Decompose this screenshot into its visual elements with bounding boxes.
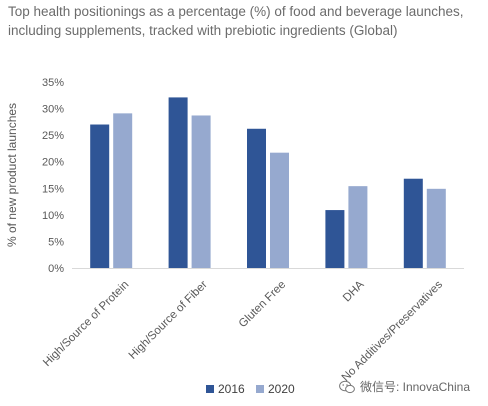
bar-2020-3 (270, 152, 289, 268)
y-tick-label: 5% (48, 236, 64, 248)
bar-2016-1 (90, 124, 110, 268)
bar-2020-5 (426, 188, 446, 268)
watermark: 微信号: InnovaChina (339, 378, 470, 395)
legend-label-2016: 2016 (218, 382, 245, 396)
y-tick-label: 35% (42, 77, 64, 89)
legend-swatch-2016 (206, 385, 214, 393)
y-tick-label: 10% (42, 210, 64, 222)
bar-2020-1 (113, 113, 133, 269)
chart-title: Top health positionings as a percentage … (8, 4, 464, 38)
bar-2020-4 (348, 186, 368, 268)
x-category-label: Gluten Free (237, 279, 288, 330)
x-category-label: DHA (341, 278, 367, 304)
y-axis-title: % of new product launches (5, 103, 19, 247)
bar-2016-2 (168, 97, 188, 268)
wechat-icon (339, 380, 355, 393)
bar-2020-2 (191, 115, 211, 268)
legend-swatch-2020 (256, 385, 264, 393)
y-tick-label: 20% (42, 157, 64, 169)
bar-2016-3 (247, 128, 266, 268)
y-tick-label: 25% (42, 130, 64, 142)
watermark-text: 微信号: InnovaChina (359, 380, 470, 394)
x-category-label: High/Source of Fiber (127, 279, 210, 362)
bar-2016-4 (325, 210, 345, 268)
y-tick-label: 15% (42, 183, 64, 195)
legend-label-2020: 2020 (268, 382, 295, 396)
y-tick-label: 0% (48, 263, 64, 275)
bar-2016-5 (403, 178, 423, 268)
x-category-label: High/Source of Protein (41, 279, 131, 369)
y-tick-label: 30% (42, 104, 64, 116)
